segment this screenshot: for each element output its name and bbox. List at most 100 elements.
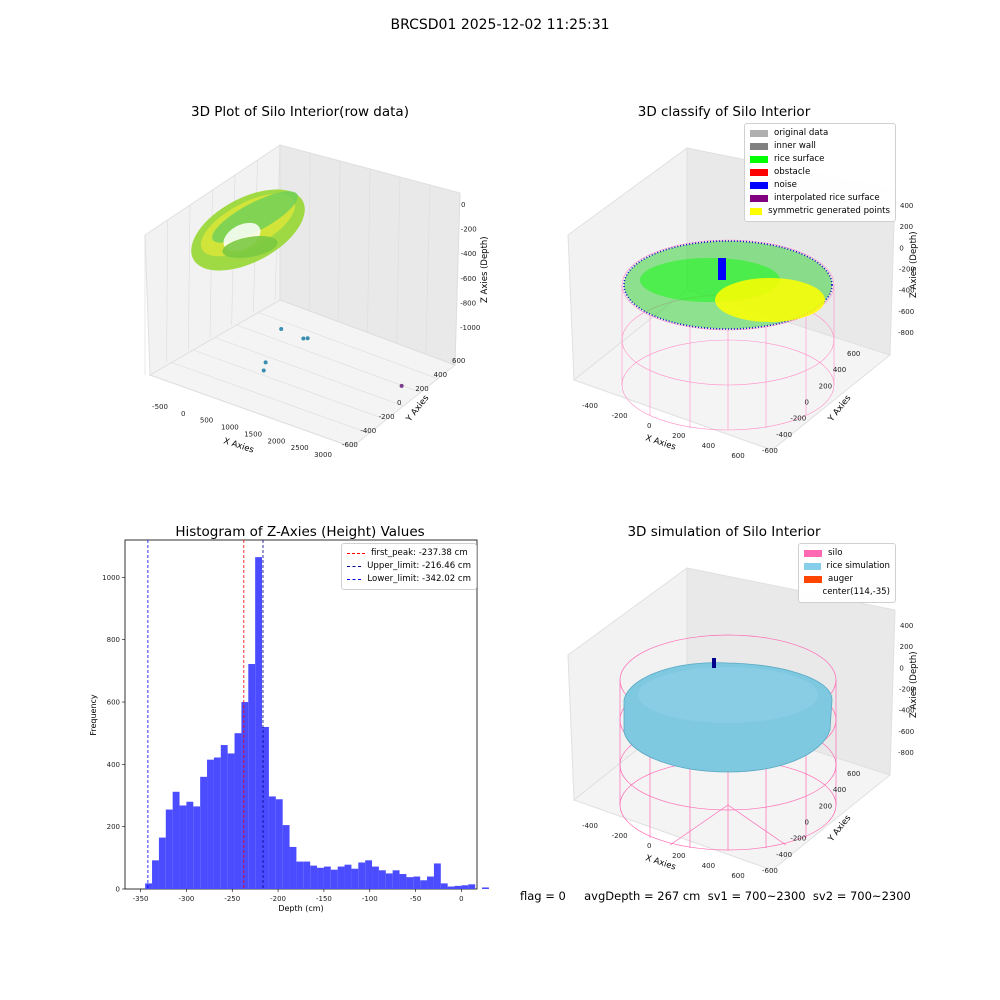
- panel2-x-tick: -200: [612, 412, 628, 420]
- histogram-bar: [392, 870, 400, 889]
- panel4-legend-entry: auger: [804, 573, 890, 586]
- histogram-bar: [427, 876, 434, 889]
- panel2-y-tick: 0: [805, 399, 809, 407]
- histogram-bar: [213, 757, 221, 889]
- panel3-title: Histogram of Z-Axies (Height) Values: [175, 524, 425, 540]
- panel2-silo-wireframe: [621, 239, 835, 431]
- histogram-x-tick-label: -100: [362, 895, 378, 903]
- panel1-x-tick: 1000: [221, 424, 239, 432]
- panel1-zlabel: Z Axies (Depth): [480, 236, 490, 303]
- panel2-z-tick: -400: [899, 287, 915, 295]
- panel4-legend-swatch: [804, 550, 822, 557]
- panel2-z-tick: 200: [900, 223, 913, 231]
- panel2-y-tick: 400: [833, 366, 846, 374]
- panel2-legend-label: obstacle: [774, 167, 811, 177]
- figure-title: BRCSD01 2025-12-02 11:25:31: [390, 17, 610, 33]
- histogram-x-tick-label: -350: [133, 895, 149, 903]
- panel2-rice-surface-points: [623, 240, 833, 330]
- histogram-bar: [172, 791, 180, 889]
- histogram-bar: [351, 868, 359, 889]
- panel1-outlier-points: [261, 327, 404, 388]
- histogram-bar: [461, 885, 469, 889]
- panel1-y-tick: 0: [397, 399, 401, 407]
- panel1-z-tick: -1000: [460, 324, 480, 332]
- histogram-y-tick-label: 1000: [102, 574, 120, 582]
- panel4-z-tick: -200: [899, 686, 915, 694]
- histogram-y-tick-label: 0: [116, 886, 120, 894]
- panel4-z-tick: 0: [899, 664, 903, 672]
- panel4-x-tick: 200: [672, 852, 685, 860]
- panel2-legend-entry: interpolated rice surface: [750, 192, 890, 205]
- panel2-x-tick: -400: [582, 402, 598, 410]
- panel1-grid-line: [338, 160, 341, 322]
- panel1-x-tick: 500: [200, 417, 213, 425]
- histogram-reference-lines: [147, 540, 264, 889]
- panel4-z-tick: -400: [899, 707, 915, 715]
- histogram-bar: [385, 873, 393, 889]
- panel4-legend: silo rice simulation auger center(114,-35): [798, 543, 896, 603]
- panel1-y-tick: 400: [434, 371, 447, 379]
- panel1-grid-line: [193, 349, 387, 420]
- panel4-zlabel: Z Axies (Depth): [909, 651, 919, 718]
- panel4-legend-entry: center(114,-35): [804, 586, 890, 599]
- panel4-legend-label: auger: [828, 574, 853, 584]
- panel1-outlier-point: [305, 336, 310, 341]
- histogram-x-tick-label: 0: [459, 895, 463, 903]
- panel4-legend-entry: rice simulation: [804, 560, 890, 573]
- histogram-y-tick-label: 600: [107, 699, 120, 707]
- histogram-bar: [317, 867, 324, 889]
- panel1-surface-points: [191, 189, 305, 271]
- histogram-bar: [447, 886, 455, 889]
- histogram-bar: [275, 799, 283, 889]
- panel3-legend-entry: Lower_limit: -342.02 cm: [347, 573, 471, 586]
- panel4-legend-entry: silo: [804, 547, 890, 560]
- panel2-legend-swatch: [750, 156, 768, 163]
- panel1-back-panes: [144, 144, 461, 448]
- panel3-legend-entry: Upper_limit: -216.46 cm: [347, 560, 471, 573]
- panel4-legend-label: silo: [828, 548, 843, 558]
- panel3-legend-swatch: [347, 579, 362, 580]
- panel2-z-tick: 0: [899, 244, 903, 252]
- histogram-bar: [227, 753, 235, 889]
- panel1-grid-line: [279, 299, 456, 366]
- panel4-legend-label: center(114,-35): [822, 587, 890, 597]
- histogram-y-ticks: 0 200 400 600 800 1000: [102, 574, 125, 894]
- panel1-z-tick: -800: [460, 299, 476, 307]
- panel1-title: 3D Plot of Silo Interior(row data): [191, 104, 409, 120]
- panel2-y-tick: -600: [762, 447, 778, 455]
- panel2-z-tick: -200: [899, 266, 915, 274]
- panel2-y-tick: -400: [776, 431, 792, 439]
- panel4-legend-label: rice simulation: [826, 561, 890, 571]
- panel2-legend-swatch: [750, 208, 763, 215]
- panel1-grid-line: [214, 337, 404, 407]
- panel4-y-tick: -600: [762, 867, 778, 875]
- histogram-bar: [234, 733, 242, 889]
- panel1-grid-line: [258, 312, 438, 379]
- panel1-z-tick: -200: [461, 226, 477, 234]
- panel2-legend-label: noise: [774, 180, 797, 190]
- panel2-z-tick: -800: [898, 329, 914, 337]
- panel1-z-tick: 0: [461, 201, 465, 209]
- panel2-legend-label: interpolated rice surface: [774, 193, 880, 203]
- histogram-bar: [200, 776, 208, 889]
- panel2-legend-entry: noise: [750, 179, 890, 192]
- panel2-legend-swatch: [750, 195, 768, 202]
- histogram-bar: [158, 837, 166, 889]
- status-footer: flag = 0 avgDepth = 267 cm sv1 = 700~230…: [520, 889, 911, 903]
- histogram-bar: [372, 866, 379, 889]
- panel4-x-tick: 400: [702, 862, 715, 870]
- histogram-bar: [330, 869, 338, 889]
- histogram-bar: [152, 860, 159, 889]
- histogram-bar: [186, 801, 194, 889]
- panel2-z-tick: 400: [900, 202, 913, 210]
- panel1-x-tick: 2000: [268, 437, 286, 445]
- panel2-legend-swatch: [750, 130, 768, 137]
- histogram-bar: [262, 726, 269, 889]
- panel2-y-tick: 200: [819, 382, 832, 390]
- panel3-legend-entry: first_peak: -237.38 cm: [347, 547, 471, 560]
- histogram-bar: [468, 884, 476, 889]
- panel1-grid-line: [188, 204, 191, 351]
- panel4-z-tick: 400: [900, 622, 913, 630]
- panel1-y-tick: -400: [360, 427, 376, 435]
